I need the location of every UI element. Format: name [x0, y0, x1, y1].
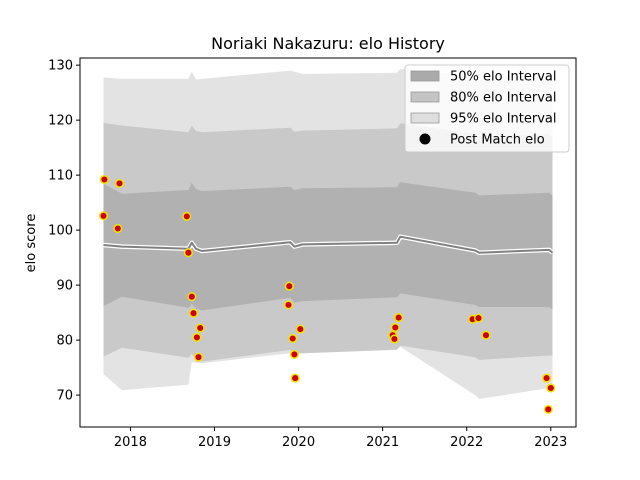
post-match-point [473, 313, 484, 323]
y-tick-label: 90 [56, 279, 73, 294]
post-match-point [114, 178, 125, 188]
post-match-point [183, 248, 193, 258]
legend-swatch [410, 112, 440, 124]
y-tick-label: 120 [48, 114, 73, 129]
legend-marker [419, 133, 431, 145]
post-match-point [542, 373, 552, 383]
post-match-point [182, 211, 192, 221]
post-match-point [188, 308, 199, 318]
legend-label: 50% elo Interval [450, 70, 557, 85]
legend-label: 80% elo Interval [450, 91, 557, 106]
post-match-point [390, 322, 400, 333]
post-match-point [543, 404, 553, 414]
x-tick-label: 2021 [366, 435, 399, 450]
post-match-point [481, 330, 491, 340]
band-50-interval [103, 182, 553, 311]
post-match-point [192, 332, 202, 342]
chart-title: Noriaki Nakazuru: elo History [211, 34, 445, 53]
y-tick-label: 110 [48, 169, 73, 184]
y-axis-label: elo score [24, 214, 39, 273]
post-match-point [394, 313, 404, 323]
post-match-point [546, 383, 556, 393]
post-match-point [288, 333, 298, 344]
y-tick-label: 80 [56, 334, 73, 349]
post-match-point [289, 349, 299, 359]
post-match-point [290, 373, 300, 383]
post-match-point [113, 223, 123, 234]
x-tick-label: 2020 [282, 435, 315, 450]
legend-swatch [410, 91, 440, 103]
post-match-point [295, 324, 305, 334]
post-match-point [389, 334, 399, 344]
y-tick-label: 70 [56, 389, 73, 404]
x-tick-label: 2018 [114, 435, 147, 450]
plot-frame [79, 57, 577, 428]
legend: 50% elo Interval 80% elo Interval 95% elo … [404, 64, 570, 153]
post-match-point [187, 292, 197, 302]
x-tick-label: 2023 [534, 435, 567, 450]
post-match-point [195, 323, 205, 333]
legend-swatch [410, 70, 440, 82]
x-tick-label: 2022 [450, 435, 483, 450]
x-tick-label: 2019 [198, 435, 231, 450]
legend-box [404, 64, 570, 153]
mean-elo-line [103, 235, 554, 254]
x-axis: 2018 2019 2020 2021 2022 2023 [114, 427, 567, 450]
post-match-point [193, 352, 204, 362]
legend-label: 95% elo Interval [450, 112, 557, 127]
post-match-point [284, 281, 294, 291]
legend-label: Post Match elo [450, 133, 545, 148]
y-axis: 70 80 90 100 110 120 130 [48, 59, 80, 404]
post-match-point [283, 300, 294, 310]
y-tick-label: 100 [48, 224, 73, 239]
y-tick-label: 130 [48, 59, 73, 74]
post-match-point [98, 211, 109, 221]
post-match-point [99, 174, 109, 185]
